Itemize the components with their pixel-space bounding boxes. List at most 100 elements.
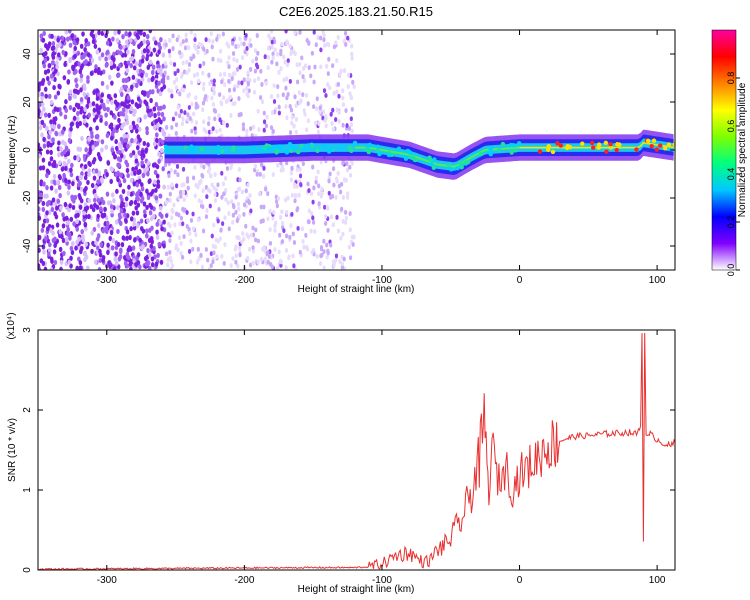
snr-x-tick-label: -100 <box>372 575 392 586</box>
spectrogram-noise-cell <box>286 58 290 64</box>
spectrogram-noise-cell <box>128 266 133 270</box>
spectrogram-noise-cell <box>154 83 159 89</box>
spectrogram-noise-cell <box>338 259 342 265</box>
spectrogram-noise-cell <box>104 120 108 127</box>
spectrogram-noise-cell <box>126 190 131 196</box>
spectrogram-noise-cell <box>227 64 231 70</box>
spectrogram-noise-cell <box>131 49 136 55</box>
spectrogram-noise-cell <box>299 182 303 187</box>
spectrogram-noise-cell <box>201 228 206 234</box>
spectrogram-noise-cell <box>87 213 91 220</box>
spectrogram-noise-cell <box>93 202 97 208</box>
spectrogram-noise-cell <box>279 259 283 265</box>
spectrogram-noise-cell <box>296 226 300 231</box>
spectrogram-noise-cell <box>84 38 89 44</box>
spectrogram-noise-cell <box>212 222 216 228</box>
spectrogram-noise-cell <box>264 123 269 129</box>
spectrogram-noise-cell <box>231 212 235 218</box>
spectrogram-noise-cell <box>296 206 300 211</box>
spectrogram-noise-cell <box>55 179 60 185</box>
spectrogram-noise-cell <box>327 178 331 184</box>
spectrogram-noise-cell <box>46 251 51 257</box>
spectrogram-noise-cell <box>163 70 167 76</box>
spectrogram-noise-cell <box>85 122 89 128</box>
spectrogram-noise-cell <box>194 95 198 101</box>
spectrogram-noise-cell <box>132 237 137 243</box>
spectrogram-ridge-blob <box>375 148 381 153</box>
spectrogram-noise-cell <box>120 124 124 130</box>
spectrogram-noise-cell <box>119 91 124 98</box>
spectrogram-noise-cell <box>275 61 279 67</box>
spectrogram-noise-cell <box>109 64 114 71</box>
spectrogram-noise-cell <box>133 170 137 176</box>
spectrogram-noise-cell <box>109 178 113 185</box>
spectrogram-noise-cell <box>53 259 58 266</box>
spectrogram-noise-cell <box>340 261 344 267</box>
spectrogram-noise-cell <box>51 162 55 168</box>
spectrogram-noise-cell <box>312 219 316 225</box>
spectrogram-noise-cell <box>269 125 274 131</box>
spectrogram-noise-cell <box>55 107 60 113</box>
spectrogram-noise-cell <box>185 70 189 76</box>
spectrogram-noise-cell <box>160 78 165 84</box>
spectrogram-noise-cell <box>206 257 210 263</box>
spectrogram-noise-cell <box>94 259 98 265</box>
spectrogram-noise-cell <box>240 80 244 86</box>
spectrogram-noise-cell <box>113 154 118 160</box>
spectrogram-noise-cell <box>114 172 119 178</box>
spectrogram-noise-cell <box>315 96 319 102</box>
spectrogram-noise-cell <box>135 191 140 197</box>
spectrogram-noise-cell <box>152 106 157 112</box>
spectrogram-noise-cell <box>320 191 324 197</box>
spectrogram-noise-cell <box>188 230 192 236</box>
spectrogram-noise-cell <box>53 116 58 122</box>
spectrogram-noise-cell <box>256 108 260 114</box>
spectrogram-noise-cell <box>230 76 234 82</box>
spectrogram-noise-cell <box>227 78 231 84</box>
spectrogram-noise-cell <box>156 63 160 70</box>
spectrogram-noise-cell <box>155 229 159 235</box>
spectrogram-noise-cell <box>227 55 231 61</box>
spectrogram-noise-cell <box>125 67 130 74</box>
spectrogram-noise-cell <box>58 131 62 137</box>
spectrogram-noise-cell <box>193 37 197 43</box>
spectrogram-noise-cell <box>38 165 43 171</box>
spectrogram-noise-cell <box>176 68 180 74</box>
spectrogram-noise-cell <box>303 63 308 69</box>
spectrogram-noise-cell <box>79 109 83 115</box>
spectrogram-noise-cell <box>83 175 88 181</box>
spectrogram-ridge-blob <box>277 146 282 151</box>
spectrogram-noise-cell <box>205 194 209 200</box>
spectrogram-noise-cell <box>196 217 200 223</box>
spectrogram-noise-cell <box>276 84 280 90</box>
spectrogram-noise-cell <box>55 64 59 70</box>
spectrogram-noise-cell <box>324 123 328 129</box>
spectrogram-noise-cell <box>186 185 190 191</box>
spectrogram-ridge-blob <box>608 145 614 150</box>
spectrogram-noise-cell <box>168 198 172 203</box>
spectrogram-noise-cell <box>152 141 157 147</box>
spectrogram-noise-cell <box>152 47 157 53</box>
spectrogram-noise-cell <box>284 265 288 270</box>
spectrogram-noise-cell <box>41 206 46 213</box>
spectrogram-noise-cell <box>284 233 289 239</box>
spectrogram-noise-cell <box>334 117 338 122</box>
spectrogram-noise-cell <box>323 42 327 48</box>
spectrogram-noise-cell <box>109 229 114 236</box>
spectrogram-noise-cell <box>64 30 69 35</box>
spectrogram-ridge-blob <box>654 147 660 152</box>
spectrogram-noise-cell <box>325 254 329 260</box>
spectrogram-noise-cell <box>191 211 195 217</box>
spectrogram-noise-cell <box>83 164 88 170</box>
spectrogram-noise-cell <box>104 144 109 150</box>
spectrogram-noise-cell <box>49 256 54 262</box>
spectrogram-noise-cell <box>277 249 281 255</box>
spectrogram-noise-cell <box>53 94 58 100</box>
spectrogram-noise-cell <box>195 259 199 265</box>
spectrogram-noise-cell <box>180 87 184 92</box>
spectrogram-noise-cell <box>198 63 202 69</box>
spectrogram-noise-cell <box>342 256 346 262</box>
spectrogram-noise-cell <box>324 213 328 219</box>
spectrogram-noise-cell <box>53 68 58 74</box>
spectrogram-noise-cell <box>174 131 178 136</box>
